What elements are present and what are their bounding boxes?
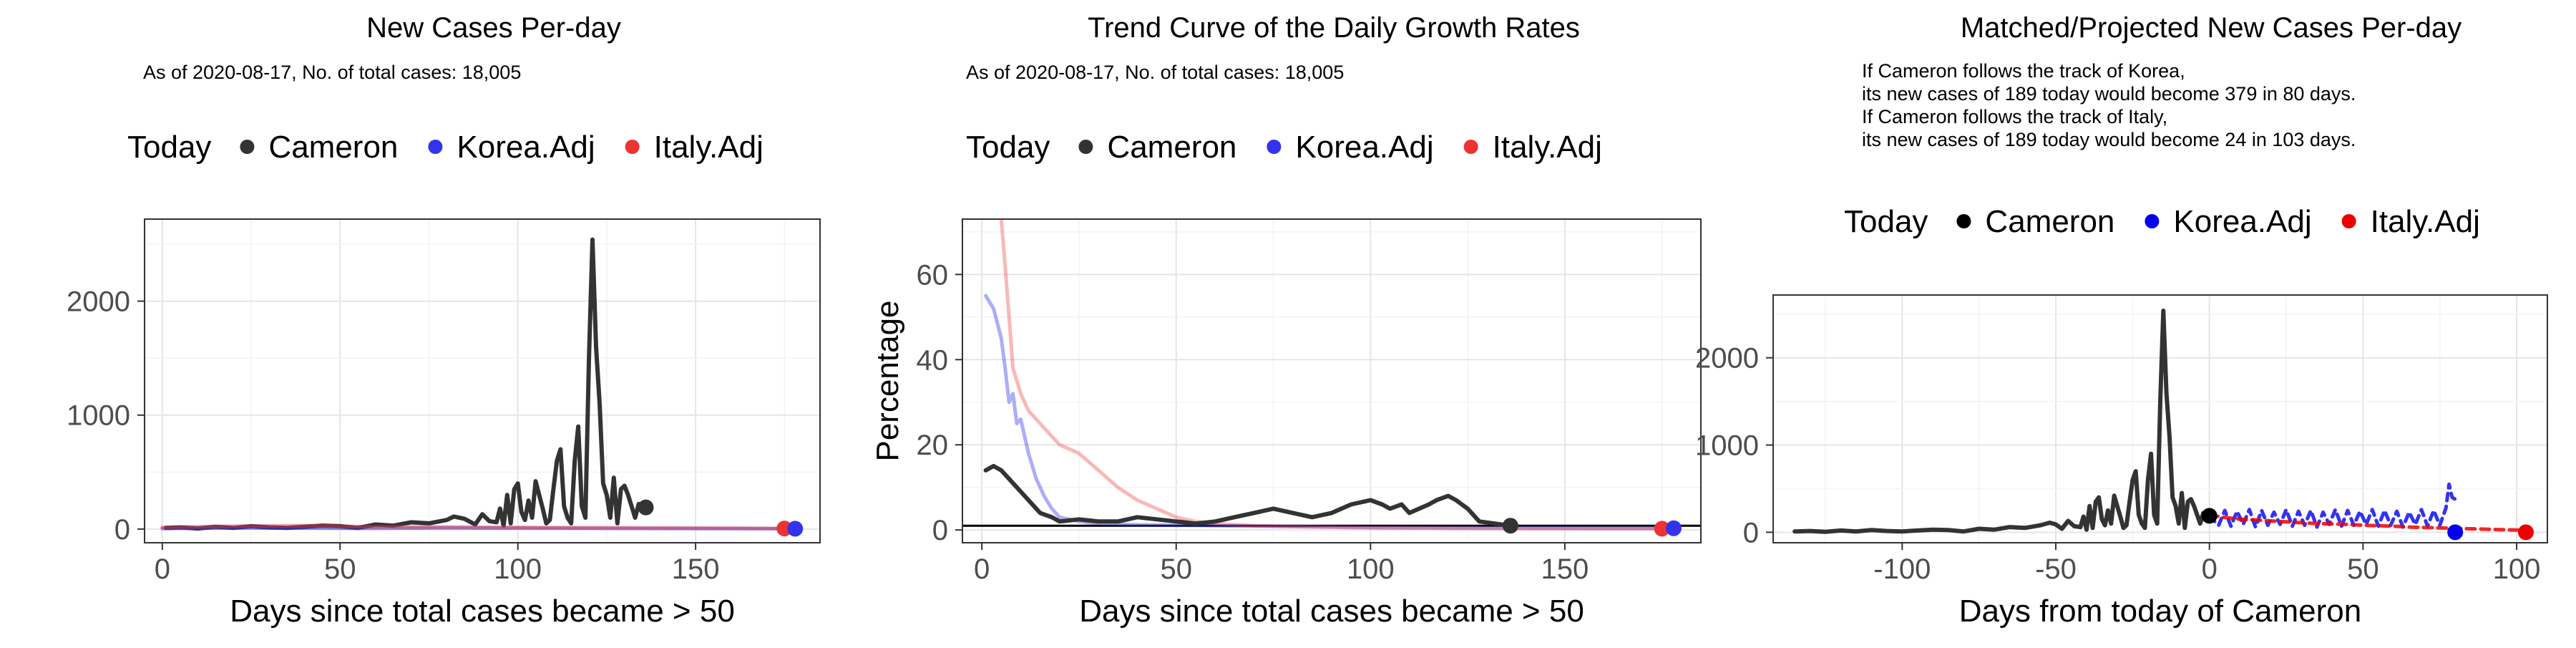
x-tick-label: -50 [2035, 553, 2077, 585]
legend-title: Today [127, 130, 211, 165]
y-axis-label: Percentage [870, 300, 905, 461]
x-tick-label: 0 [155, 553, 170, 585]
y-tick-label: 2000 [1695, 343, 1759, 374]
legend-entry-label: Italy.Adj [1493, 130, 1602, 165]
legend: Today Cameron Korea.Adj Italy.Adj [127, 130, 763, 165]
series-line-cameron [983, 463, 1513, 528]
series-line-italy-adj [2207, 513, 2528, 532]
data-layer [962, 219, 1701, 531]
axes: 0 50 100 150 0 1000 2000 [67, 286, 719, 585]
legend-entry-label: Italy.Adj [654, 130, 763, 165]
x-tick-label: 100 [2493, 553, 2541, 585]
y-tick-label: 0 [1743, 517, 1759, 548]
x-tick-label: 50 [1160, 553, 1192, 585]
x-tick-label: -100 [1873, 553, 1931, 585]
legend-key-dot [1267, 140, 1282, 154]
legend: Today Cameron Korea.Adj Italy.Adj [1844, 204, 2480, 239]
x-axis-label: Days from today of Cameron [1959, 594, 2361, 629]
chart-subtitle-line: If Cameron follows the track of Korea, [1862, 60, 2185, 82]
legend-title: Today [1844, 204, 1928, 239]
legend: Today Cameron Korea.Adj Italy.Adj [966, 130, 1602, 165]
y-tick-label: 1000 [67, 400, 130, 432]
plot-panel-border [144, 218, 821, 543]
series-line-italy-adj [999, 219, 1664, 531]
series-line-italy-adj [160, 523, 786, 531]
today-point-cameron [2201, 508, 2218, 524]
chart-title: Matched/Projected New Cases Per-day [1961, 12, 2462, 44]
x-tick-label: 100 [494, 553, 542, 585]
legend-entry-label: Cameron [1985, 204, 2114, 239]
today-point-cameron [1502, 518, 1518, 534]
series-line-korea-adj [984, 294, 1676, 531]
y-tick-label: 40 [917, 344, 949, 376]
x-tick-label: 0 [974, 553, 990, 585]
y-tick-label: 0 [114, 514, 130, 546]
legend-entry-label: Korea.Adj [1295, 130, 1433, 165]
y-tick-label: 1000 [1695, 430, 1759, 462]
today-point-korea-adj [2447, 524, 2464, 541]
legend-key-dot [2341, 214, 2356, 228]
plot-panel-border [1772, 294, 2548, 543]
panel-1: New Cases Per-day As of 2020-08-17, No. o… [67, 12, 821, 629]
legend-title: Today [966, 130, 1050, 165]
data-layer [160, 237, 797, 531]
axes: 0 50 100 150 0 20 40 60 [917, 259, 1589, 585]
series-line-cameron [1792, 308, 2212, 534]
chart-title: Trend Curve of the Daily Growth Rates [1088, 12, 1580, 44]
legend-key-dot [2145, 214, 2160, 228]
y-tick-label: 2000 [67, 286, 130, 318]
series-line-korea-adj [2207, 482, 2457, 529]
grid [962, 219, 1701, 543]
grid [145, 219, 820, 543]
series-line-cameron [163, 237, 648, 531]
x-axis-label: Days since total cases became > 50 [230, 594, 735, 629]
x-tick-label: 50 [2347, 553, 2379, 585]
x-tick-label: 100 [1347, 553, 1395, 585]
chart-subtitle-line: its new cases of 189 today would become … [1862, 83, 2356, 105]
chart-subtitle-line: As of 2020-08-17, No. of total cases: 18… [143, 62, 521, 83]
panel-3: Matched/Projected New Cases Per-day If Ca… [1695, 12, 2548, 629]
legend-entry-label: Italy.Adj [2371, 204, 2480, 239]
x-axis-label: Days since total cases became > 50 [1079, 594, 1584, 629]
x-tick-label: 0 [2202, 553, 2218, 585]
legend-key-dot [428, 140, 443, 154]
legend-key-dot [240, 140, 255, 154]
legend-entry-label: Korea.Adj [457, 130, 595, 165]
x-tick-label: 150 [672, 553, 720, 585]
today-point-italy-adj [2517, 524, 2534, 541]
chart-title: New Cases Per-day [366, 12, 621, 44]
y-tick-label: 0 [932, 515, 948, 546]
legend-entry-label: Korea.Adj [2173, 204, 2311, 239]
x-tick-label: 150 [1541, 553, 1589, 585]
legend-entry-label: Cameron [1107, 130, 1236, 165]
today-point-korea-adj [787, 521, 804, 537]
legend-key-dot [625, 140, 640, 154]
today-point-italy-adj [1654, 521, 1670, 537]
legend-entry-label: Cameron [268, 130, 398, 165]
data-layer [1792, 308, 2528, 534]
panel-2: Trend Curve of the Daily Growth Rates As … [870, 12, 1702, 629]
x-tick-label: 50 [324, 553, 356, 585]
today-point-cameron [638, 499, 654, 516]
y-tick-label: 60 [917, 259, 949, 291]
legend-key-dot [1956, 214, 1971, 228]
plot-panel-border [962, 218, 1702, 543]
legend-key-dot [1463, 140, 1478, 154]
chart-subtitle-line: its new cases of 189 today would become … [1862, 129, 2356, 150]
today-point-korea-adj [1665, 520, 1682, 536]
y-tick-label: 20 [917, 430, 949, 461]
legend-key-dot [1078, 140, 1093, 154]
chart-subtitle-line: If Cameron follows the track of Italy, [1862, 106, 2167, 127]
chart-subtitle-line: As of 2020-08-17, No. of total cases: 18… [966, 62, 1344, 83]
